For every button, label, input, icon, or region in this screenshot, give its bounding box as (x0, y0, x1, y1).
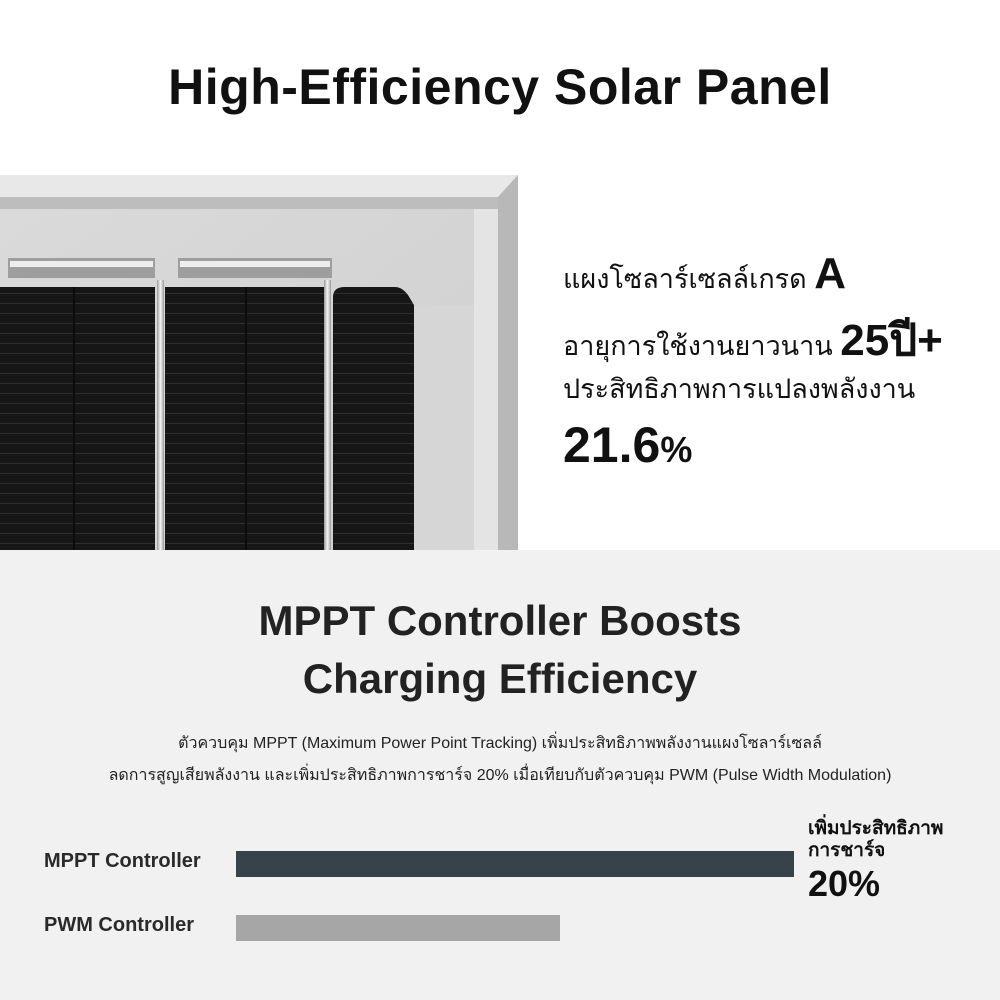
feature-efficiency-value: 21.6% (563, 415, 692, 475)
description-line-2: ลดการสูญเสียพลังงาน และเพิ่มประสิทธิภาพก… (108, 767, 892, 784)
feature-grade-text: แผงโซลาร์เซลล์เกรด (563, 264, 807, 294)
feature-grade: แผงโซลาร์เซลล์เกรด A (563, 248, 846, 301)
feature-lifespan-text: อายุการใช้งานยาวนาน (563, 331, 833, 361)
pwm-bar (236, 915, 560, 941)
mppt-section: MPPT Controller Boosts Charging Efficien… (0, 550, 1000, 1000)
hero-section: High-Efficiency Solar Panel (0, 59, 943, 550)
boost-value: 20% (808, 863, 881, 904)
efficiency-number: 21.6 (563, 417, 661, 473)
feature-lifespan: อายุการใช้งานยาวนาน 25ปี+ (563, 315, 943, 368)
section-description: ตัวควบคุม MPPT (Maximum Power Point Trac… (0, 728, 1000, 792)
boost-text-line-2: การชาร์จ (808, 840, 886, 861)
efficiency-unit: % (660, 429, 693, 470)
description-line-1: ตัวควบคุม MPPT (Maximum Power Point Trac… (178, 735, 822, 752)
feature-efficiency-text: ประสิทธิภาพการแปลงพลังงาน (563, 374, 916, 404)
pwm-bar-label: PWM Controller (44, 914, 194, 936)
feature-lifespan-value: 25ปี+ (840, 316, 943, 365)
feature-grade-value: A (814, 249, 846, 298)
page-title: High-Efficiency Solar Panel (168, 59, 832, 115)
section-title-line-2: Charging Efficiency (302, 655, 698, 702)
section-title-line-1: MPPT Controller Boosts (258, 597, 742, 644)
boost-text-line-1: เพิ่มประสิทธิภาพ (808, 818, 944, 839)
section-title: MPPT Controller Boosts Charging Efficien… (0, 592, 1000, 708)
mppt-bar (236, 851, 794, 877)
boost-callout: เพิ่มประสิทธิภาพ การชาร์จ 20% (808, 818, 943, 906)
solar-panel-image (0, 175, 518, 550)
solar-panel-illustration (0, 175, 518, 550)
mppt-bar-label: MPPT Controller (44, 850, 201, 872)
